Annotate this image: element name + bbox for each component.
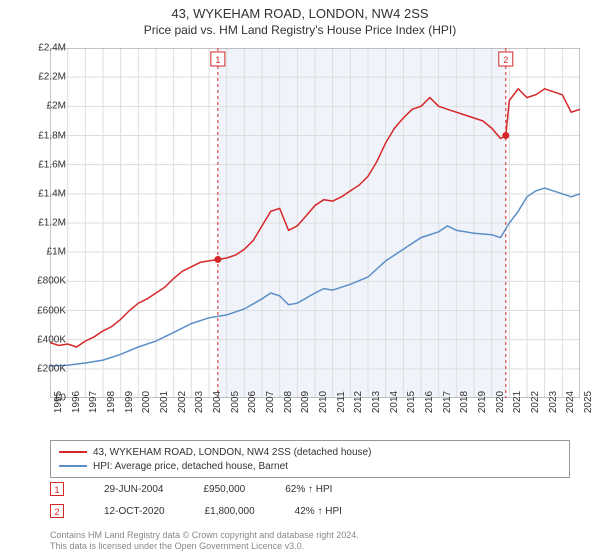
x-axis-label: 2011 <box>336 391 347 413</box>
x-axis-label: 2021 <box>512 391 523 413</box>
x-axis-label: 2008 <box>283 391 294 413</box>
x-axis-label: 1996 <box>71 391 82 413</box>
legend-swatch <box>59 465 87 467</box>
x-axis-label: 2013 <box>371 391 382 413</box>
x-axis-label: 2014 <box>389 391 400 413</box>
svg-text:2: 2 <box>503 55 508 65</box>
chart-container: 43, WYKEHAM ROAD, LONDON, NW4 2SS Price … <box>0 0 600 560</box>
x-axis-label: 1997 <box>88 391 99 413</box>
x-axis-label: 2016 <box>424 391 435 413</box>
y-axis-label: £1.6M <box>38 159 66 170</box>
x-axis-label: 2000 <box>141 391 152 413</box>
x-axis-label: 2012 <box>353 391 364 413</box>
y-axis-label: £1.4M <box>38 188 66 199</box>
marker-pct: 42% ↑ HPI <box>295 506 342 517</box>
x-axis-label: 2004 <box>212 391 223 413</box>
marker-badge: 1 <box>50 482 64 496</box>
marker-date: 29-JUN-2004 <box>104 484 163 495</box>
footer-line2: This data is licensed under the Open Gov… <box>50 541 580 552</box>
x-axis-label: 2002 <box>177 391 188 413</box>
x-axis-label: 2022 <box>530 391 541 413</box>
legend: 43, WYKEHAM ROAD, LONDON, NW4 2SS (detac… <box>50 440 570 478</box>
y-axis-label: £1M <box>47 247 66 258</box>
marker-badge: 2 <box>50 504 64 518</box>
x-axis-label: 2017 <box>442 391 453 413</box>
marker-row: 1 29-JUN-2004 £950,000 62% ↑ HPI <box>50 482 580 496</box>
y-axis-label: £400K <box>37 334 66 345</box>
x-axis-label: 2023 <box>548 391 559 413</box>
x-axis-label: 1999 <box>124 391 135 413</box>
marker-date: 12-OCT-2020 <box>104 506 165 517</box>
x-axis-label: 2020 <box>495 391 506 413</box>
x-axis-label: 2009 <box>300 391 311 413</box>
chart-area: 12 <box>50 48 580 398</box>
line-chart: 12 <box>50 48 580 398</box>
x-axis-label: 2001 <box>159 391 170 413</box>
y-axis-label: £200K <box>37 363 66 374</box>
y-axis-label: £800K <box>37 276 66 287</box>
x-axis-label: 2007 <box>265 391 276 413</box>
legend-label: 43, WYKEHAM ROAD, LONDON, NW4 2SS (detac… <box>93 447 371 458</box>
legend-item: 43, WYKEHAM ROAD, LONDON, NW4 2SS (detac… <box>59 445 561 459</box>
x-axis-label: 1998 <box>106 391 117 413</box>
legend-label: HPI: Average price, detached house, Barn… <box>93 461 288 472</box>
legend-item: HPI: Average price, detached house, Barn… <box>59 459 561 473</box>
y-axis-label: £1.2M <box>38 218 66 229</box>
marker-price: £950,000 <box>203 484 245 495</box>
y-axis-label: £1.8M <box>38 130 66 141</box>
x-axis-label: 2010 <box>318 391 329 413</box>
y-axis-label: £2.4M <box>38 43 66 54</box>
marker-price: £1,800,000 <box>205 506 255 517</box>
y-axis-label: £2M <box>47 101 66 112</box>
x-axis-label: 2018 <box>459 391 470 413</box>
x-axis-label: 2025 <box>583 391 594 413</box>
legend-swatch <box>59 451 87 453</box>
marker-pct: 62% ↑ HPI <box>285 484 332 495</box>
footer: Contains HM Land Registry data © Crown c… <box>50 530 580 552</box>
x-axis-label: 2015 <box>406 391 417 413</box>
x-axis-label: 1995 <box>53 391 64 413</box>
x-axis-label: 2003 <box>194 391 205 413</box>
title-line1: 43, WYKEHAM ROAD, LONDON, NW4 2SS <box>0 0 600 21</box>
x-axis-label: 2006 <box>247 391 258 413</box>
title-line2: Price paid vs. HM Land Registry's House … <box>0 21 600 37</box>
x-axis-label: 2019 <box>477 391 488 413</box>
svg-text:1: 1 <box>215 55 220 65</box>
x-axis-label: 2005 <box>230 391 241 413</box>
marker-row: 2 12-OCT-2020 £1,800,000 42% ↑ HPI <box>50 504 580 518</box>
x-axis-label: 2024 <box>565 391 576 413</box>
y-axis-label: £2.2M <box>38 72 66 83</box>
y-axis-label: £600K <box>37 305 66 316</box>
footer-line1: Contains HM Land Registry data © Crown c… <box>50 530 580 541</box>
